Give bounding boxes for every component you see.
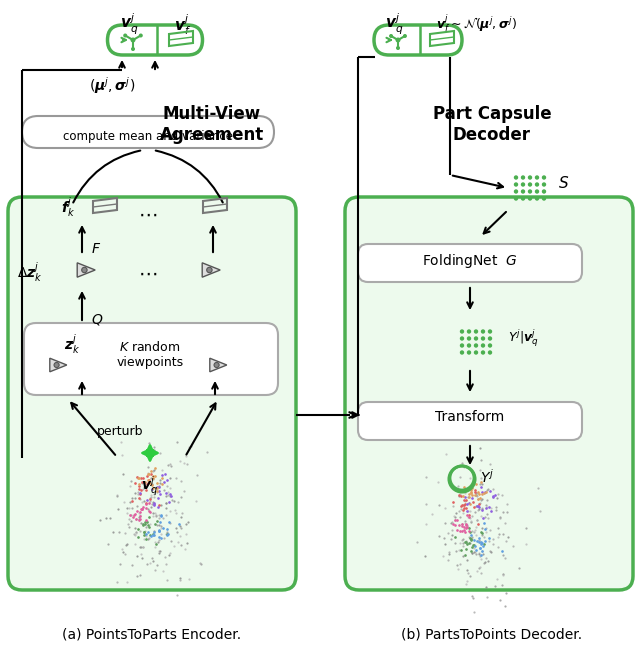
- Circle shape: [528, 196, 532, 201]
- Circle shape: [131, 47, 135, 51]
- Circle shape: [124, 33, 127, 38]
- Text: $\cdots$: $\cdots$: [138, 264, 157, 283]
- Circle shape: [467, 336, 471, 341]
- Circle shape: [82, 267, 87, 273]
- Text: compute mean and variance: compute mean and variance: [63, 130, 233, 143]
- Text: $Y^j$: $Y^j$: [480, 468, 494, 486]
- Text: $F$: $F$: [91, 242, 101, 256]
- FancyBboxPatch shape: [358, 402, 582, 440]
- FancyBboxPatch shape: [24, 323, 278, 395]
- Circle shape: [514, 175, 518, 180]
- Circle shape: [535, 175, 540, 180]
- Circle shape: [403, 34, 407, 38]
- Circle shape: [396, 38, 401, 42]
- Circle shape: [460, 344, 464, 348]
- Circle shape: [535, 183, 540, 186]
- Circle shape: [521, 196, 525, 201]
- Circle shape: [460, 329, 464, 334]
- Text: $\boldsymbol{z}_k^j$: $\boldsymbol{z}_k^j$: [64, 332, 80, 356]
- FancyBboxPatch shape: [108, 25, 202, 55]
- FancyBboxPatch shape: [345, 197, 633, 590]
- Circle shape: [474, 344, 478, 348]
- Text: $\Delta \boldsymbol{z}_k^j$: $\Delta \boldsymbol{z}_k^j$: [17, 260, 43, 284]
- Text: viewpoints: viewpoints: [116, 356, 184, 369]
- Circle shape: [528, 183, 532, 186]
- Circle shape: [542, 175, 546, 180]
- Circle shape: [481, 350, 485, 355]
- Text: (b) PartsToPoints Decoder.: (b) PartsToPoints Decoder.: [401, 628, 582, 642]
- Circle shape: [396, 46, 400, 50]
- Circle shape: [131, 38, 136, 42]
- FancyBboxPatch shape: [8, 197, 296, 590]
- Circle shape: [542, 196, 546, 201]
- Circle shape: [488, 336, 492, 341]
- Text: $\boldsymbol{v}_q^j$: $\boldsymbol{v}_q^j$: [141, 474, 159, 497]
- Circle shape: [481, 336, 485, 341]
- Circle shape: [474, 329, 478, 334]
- Circle shape: [460, 336, 464, 341]
- Circle shape: [207, 267, 212, 273]
- Circle shape: [467, 350, 471, 355]
- Text: $Q$: $Q$: [91, 312, 103, 327]
- Circle shape: [488, 329, 492, 334]
- Text: Transform: Transform: [435, 410, 504, 424]
- Circle shape: [535, 189, 540, 194]
- Circle shape: [481, 344, 485, 348]
- Text: $\boldsymbol{v}_q^j$: $\boldsymbol{v}_q^j$: [385, 12, 403, 37]
- Text: (a) PointsToParts Encoder.: (a) PointsToParts Encoder.: [63, 628, 241, 642]
- Circle shape: [467, 344, 471, 348]
- FancyBboxPatch shape: [374, 25, 462, 55]
- Text: $\boldsymbol{v}_f^j \sim \mathcal{N}(\boldsymbol{\mu}^j, \boldsymbol{\sigma}^j)$: $\boldsymbol{v}_f^j \sim \mathcal{N}(\bo…: [436, 12, 517, 34]
- Text: $S$: $S$: [558, 175, 569, 191]
- Text: $\boldsymbol{v}_q^j$: $\boldsymbol{v}_q^j$: [120, 12, 138, 37]
- Circle shape: [521, 175, 525, 180]
- Text: $(\boldsymbol{\mu}^j, \boldsymbol{\sigma}^j)$: $(\boldsymbol{\mu}^j, \boldsymbol{\sigma…: [89, 75, 135, 96]
- Polygon shape: [202, 263, 220, 277]
- Circle shape: [521, 183, 525, 186]
- Text: $\boldsymbol{f}_k^j$: $\boldsymbol{f}_k^j$: [61, 195, 75, 219]
- Polygon shape: [210, 358, 227, 372]
- Circle shape: [474, 336, 478, 341]
- Text: FoldingNet  $G$: FoldingNet $G$: [422, 252, 518, 270]
- Circle shape: [514, 196, 518, 201]
- Circle shape: [514, 183, 518, 186]
- Text: $\cdots$: $\cdots$: [138, 205, 157, 224]
- Circle shape: [488, 344, 492, 348]
- Circle shape: [481, 329, 485, 334]
- Circle shape: [514, 189, 518, 194]
- Circle shape: [460, 350, 464, 355]
- Text: perturb: perturb: [97, 425, 143, 438]
- Text: $\boldsymbol{v}_f^j$: $\boldsymbol{v}_f^j$: [175, 12, 191, 37]
- Circle shape: [389, 34, 393, 38]
- Circle shape: [139, 33, 143, 38]
- Circle shape: [214, 363, 219, 368]
- Circle shape: [467, 329, 471, 334]
- Text: $K$ random: $K$ random: [119, 340, 180, 354]
- Circle shape: [528, 175, 532, 180]
- Circle shape: [535, 196, 540, 201]
- Circle shape: [528, 189, 532, 194]
- Polygon shape: [77, 263, 95, 277]
- Circle shape: [54, 363, 59, 368]
- Text: Multi-View
Agreement: Multi-View Agreement: [160, 105, 264, 144]
- Circle shape: [542, 183, 546, 186]
- FancyBboxPatch shape: [358, 244, 582, 282]
- Circle shape: [521, 189, 525, 194]
- Text: $Y^j|\boldsymbol{v}_q^j$: $Y^j|\boldsymbol{v}_q^j$: [508, 328, 539, 349]
- Polygon shape: [50, 358, 67, 372]
- Circle shape: [488, 350, 492, 355]
- Text: Part Capsule
Decoder: Part Capsule Decoder: [433, 105, 551, 144]
- Circle shape: [542, 189, 546, 194]
- Circle shape: [474, 350, 478, 355]
- FancyBboxPatch shape: [22, 116, 274, 148]
